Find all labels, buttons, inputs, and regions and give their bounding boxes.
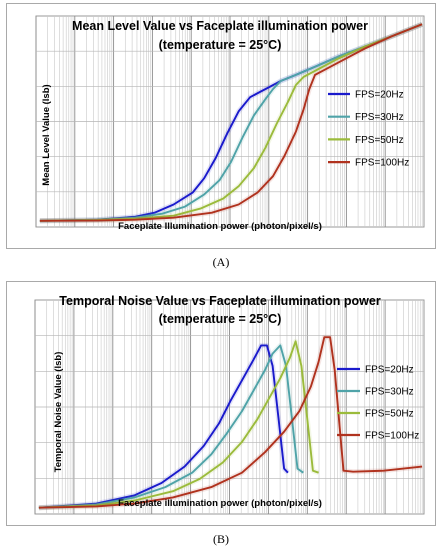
series-line-fps-100hz [39,23,423,222]
series-line-fps-100hz [38,336,423,509]
legend-entry-1: FPS=20Hz [355,90,404,101]
grid-lines [35,16,424,227]
chart-title: Mean Level Value vs Faceplate illuminati… [72,19,368,33]
x-axis-label: Faceplate illumination power (photon/pix… [118,498,322,509]
legend-entry-1: FPS=20Hz [365,365,414,376]
series-line-fps-30hz [38,344,304,509]
grid-lines [34,300,424,514]
legend: FPS=20Hz FPS=30Hz FPS=50Hz FPS=100Hz [337,365,419,442]
legend-entry-3: FPS=50Hz [365,409,414,420]
legend-entry-4: FPS=100Hz [365,431,419,442]
chart-title: Temporal Noise Value vs Faceplate illumi… [59,294,381,308]
legend-entry-4: FPS=100Hz [355,158,409,169]
chart-a: Mean Level Value vs Faceplate illuminati… [35,15,425,232]
y-axis-label: Temporal Noise Value (lsb) [53,352,64,473]
series-line-fps-30hz [39,23,423,222]
legend: FPS=20Hz FPS=30Hz FPS=50Hz FPS=100Hz [328,90,409,169]
panel-label-a: (A) [212,255,230,269]
series-line-fps-20hz [38,344,289,509]
series-line-fps-50hz [38,340,319,509]
chart-subtitle: (temperature = 25°C) [159,38,282,52]
y-axis-label: Mean Level Value (lsb) [41,84,52,185]
chart-subtitle: (temperature = 25°C) [159,312,282,326]
x-axis-label: Faceplate Illumination power (photon/pix… [118,221,322,232]
legend-entry-2: FPS=30Hz [355,112,404,123]
series-line-fps-50hz [39,23,423,222]
legend-entry-3: FPS=50Hz [355,135,404,146]
panel-label-b: (B) [213,532,229,546]
legend-entry-2: FPS=30Hz [365,387,414,398]
chart-b: Temporal Noise Value vs Faceplate illumi… [34,294,425,515]
